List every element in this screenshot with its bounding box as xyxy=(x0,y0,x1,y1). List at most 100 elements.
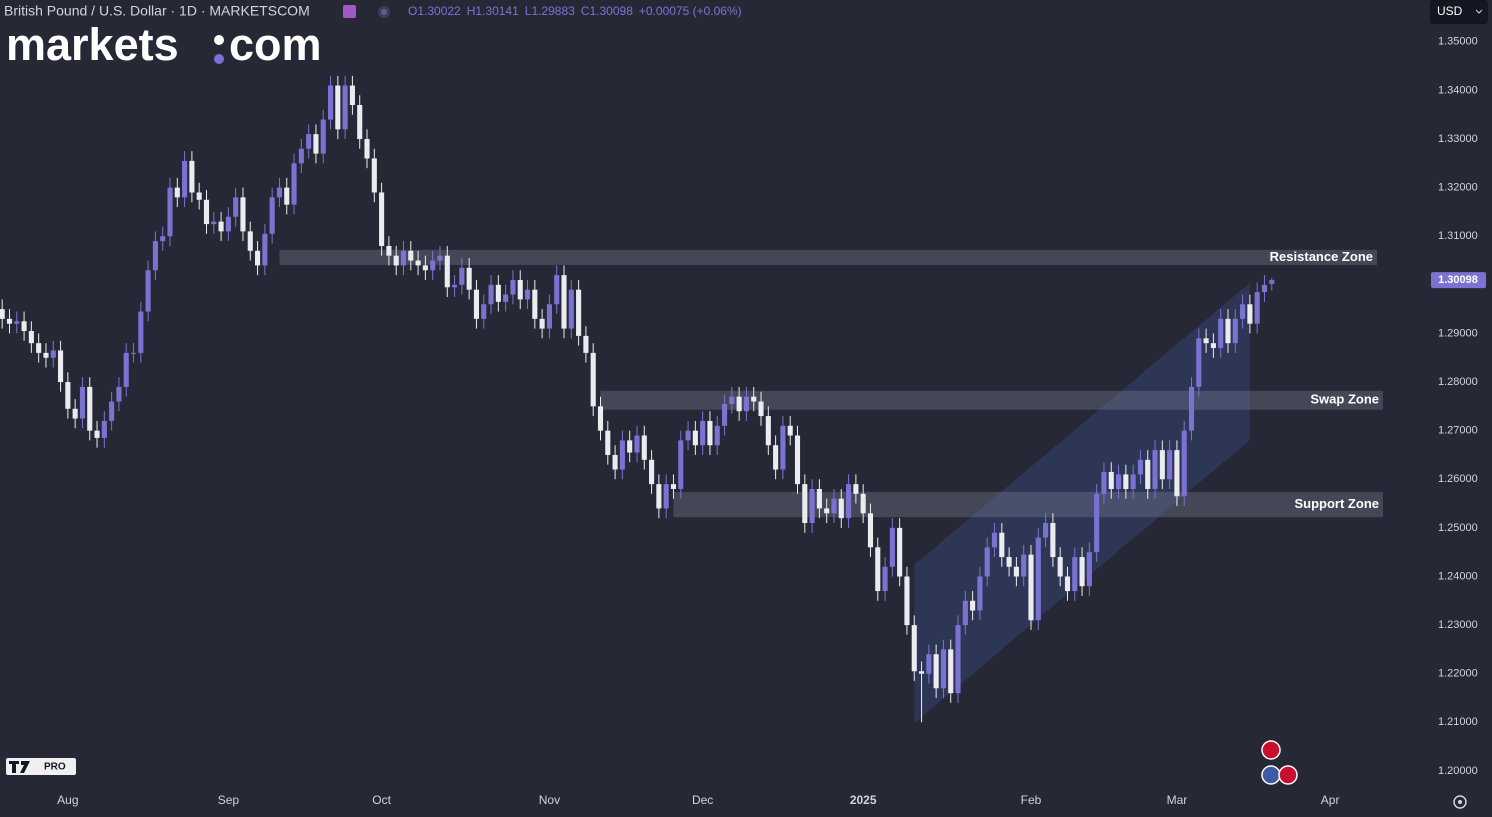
candle-body xyxy=(466,267,472,290)
candle-body xyxy=(58,350,64,383)
candle-body xyxy=(1021,554,1027,577)
candle-body xyxy=(1086,552,1092,587)
candle-body xyxy=(298,148,304,164)
y-tick-label: 1.34000 xyxy=(1438,84,1478,96)
candle-body xyxy=(991,532,998,548)
candle-body xyxy=(72,408,78,419)
y-tick-label: 1.20000 xyxy=(1438,765,1478,777)
candle-body xyxy=(415,260,421,266)
candle-body xyxy=(335,85,341,130)
x-tick-label: Nov xyxy=(539,793,560,807)
y-tick-label: 1.23000 xyxy=(1438,619,1478,631)
candle-body xyxy=(911,625,917,672)
x-tick-label: Apr xyxy=(1321,793,1340,807)
candle-body xyxy=(1115,474,1122,489)
candle-body xyxy=(1050,523,1056,558)
candle-body xyxy=(846,484,852,519)
zone-label: Swap Zone xyxy=(1310,392,1379,407)
candle-body xyxy=(875,547,881,592)
candle-body xyxy=(524,289,531,300)
candle-body xyxy=(145,270,151,312)
candle-body xyxy=(940,649,946,689)
candle-body xyxy=(656,484,662,509)
currency[interactable]: USD xyxy=(1437,4,1463,18)
zone xyxy=(600,390,1383,410)
candle-body xyxy=(342,85,348,130)
candle-body xyxy=(488,284,494,305)
candle-body xyxy=(255,250,261,266)
candle-body xyxy=(1254,292,1260,324)
y-tick-label: 1.29000 xyxy=(1438,327,1478,339)
candle-body xyxy=(1174,450,1180,497)
candle-body xyxy=(1123,474,1129,489)
logo-dot xyxy=(214,54,224,64)
candle-body xyxy=(1261,284,1268,293)
event-flag[interactable] xyxy=(1261,765,1281,785)
x-tick-label: Oct xyxy=(372,793,391,807)
settings-icon-center[interactable] xyxy=(1458,800,1462,804)
candle-body xyxy=(452,284,458,288)
candle-body xyxy=(561,275,567,329)
y-tick-label: 1.32000 xyxy=(1438,182,1478,194)
candle-body xyxy=(123,352,129,387)
candle-body xyxy=(714,425,720,446)
x-tick-label: 2025 xyxy=(850,793,877,807)
candle-body xyxy=(970,600,976,611)
candle-body xyxy=(816,488,822,509)
candle-body xyxy=(904,576,910,626)
currency-box[interactable] xyxy=(1430,0,1488,24)
candle-body xyxy=(473,289,480,319)
candle-body xyxy=(371,158,377,193)
currency-caret[interactable] xyxy=(1475,9,1483,14)
candle-body xyxy=(152,241,158,271)
candle-body xyxy=(984,547,990,577)
candle-body xyxy=(320,119,326,154)
event-flag[interactable] xyxy=(1261,740,1281,760)
candle-body xyxy=(948,649,954,694)
candle-body xyxy=(1079,557,1085,587)
chart-title: British Pound / U.S. Dollar · 1D · MARKE… xyxy=(4,3,310,19)
ohlc-header: O1.30022 H1.30141 L1.29883 C1.30098 +0.00075… xyxy=(408,4,742,18)
candle-body xyxy=(79,386,86,419)
candle-body xyxy=(933,654,939,689)
candle-body xyxy=(889,527,895,567)
candle-body xyxy=(1167,450,1173,480)
candle-body xyxy=(422,265,428,271)
candle-body xyxy=(824,508,830,514)
x-tick-label: Sep xyxy=(218,793,240,807)
candle-body xyxy=(867,513,874,548)
candle-body xyxy=(189,160,195,193)
candle-body xyxy=(1247,304,1253,324)
x-tick-label: Dec xyxy=(692,793,713,807)
ohlc-value: H1.30141 xyxy=(467,4,519,18)
candle-body xyxy=(678,440,684,489)
candle-body xyxy=(182,160,188,198)
candle-body xyxy=(393,255,399,266)
candle-body xyxy=(160,236,166,242)
candle-body xyxy=(247,231,253,251)
candle-body xyxy=(379,192,385,246)
candle-body xyxy=(707,420,713,446)
candle-body xyxy=(1013,566,1019,577)
zone xyxy=(673,491,1383,518)
candle-body xyxy=(36,343,42,353)
candle-body xyxy=(918,671,925,674)
event-flag[interactable] xyxy=(1278,765,1298,785)
candle-body xyxy=(794,435,801,485)
candle-body xyxy=(576,289,582,336)
candle-body xyxy=(495,284,501,302)
candle-body xyxy=(897,527,903,577)
candle-body xyxy=(130,352,137,354)
candle-body xyxy=(1145,459,1151,489)
candle-body xyxy=(510,279,516,295)
candle-body xyxy=(977,576,983,611)
logo-left: markets xyxy=(6,19,179,70)
candle-body xyxy=(831,498,837,514)
candle-body xyxy=(1181,430,1187,497)
candle-body xyxy=(780,425,786,470)
candle-body xyxy=(1225,318,1231,344)
settings-icon[interactable] xyxy=(1453,795,1467,809)
candle-body xyxy=(1057,557,1063,577)
flag-icon xyxy=(343,5,356,18)
candle-body xyxy=(546,304,552,329)
